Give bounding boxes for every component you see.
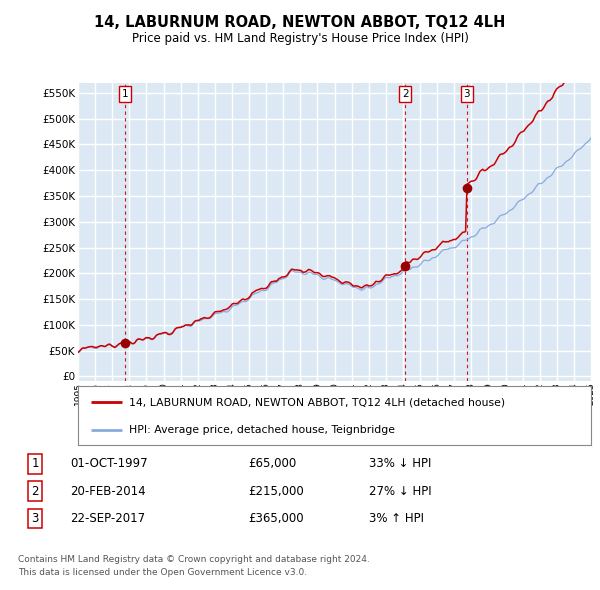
Text: 27% ↓ HPI: 27% ↓ HPI bbox=[370, 484, 432, 498]
Text: £215,000: £215,000 bbox=[248, 484, 304, 498]
Text: £365,000: £365,000 bbox=[248, 512, 304, 525]
Text: Contains HM Land Registry data © Crown copyright and database right 2024.: Contains HM Land Registry data © Crown c… bbox=[18, 555, 370, 563]
Text: 2: 2 bbox=[402, 89, 409, 99]
Text: 1: 1 bbox=[122, 89, 128, 99]
Text: This data is licensed under the Open Government Licence v3.0.: This data is licensed under the Open Gov… bbox=[18, 568, 307, 576]
Text: 01-OCT-1997: 01-OCT-1997 bbox=[70, 457, 148, 470]
Text: HPI: Average price, detached house, Teignbridge: HPI: Average price, detached house, Teig… bbox=[130, 425, 395, 434]
Text: 20-FEB-2014: 20-FEB-2014 bbox=[70, 484, 145, 498]
Text: 33% ↓ HPI: 33% ↓ HPI bbox=[370, 457, 432, 470]
Text: 14, LABURNUM ROAD, NEWTON ABBOT, TQ12 4LH: 14, LABURNUM ROAD, NEWTON ABBOT, TQ12 4L… bbox=[94, 15, 506, 30]
Text: 14, LABURNUM ROAD, NEWTON ABBOT, TQ12 4LH (detached house): 14, LABURNUM ROAD, NEWTON ABBOT, TQ12 4L… bbox=[130, 398, 505, 407]
Text: 3: 3 bbox=[463, 89, 470, 99]
Text: 22-SEP-2017: 22-SEP-2017 bbox=[70, 512, 145, 525]
Text: 3: 3 bbox=[32, 512, 39, 525]
Text: £65,000: £65,000 bbox=[248, 457, 296, 470]
Text: 1: 1 bbox=[32, 457, 39, 470]
Text: 3% ↑ HPI: 3% ↑ HPI bbox=[370, 512, 424, 525]
Text: Price paid vs. HM Land Registry's House Price Index (HPI): Price paid vs. HM Land Registry's House … bbox=[131, 32, 469, 45]
Text: 2: 2 bbox=[32, 484, 39, 498]
